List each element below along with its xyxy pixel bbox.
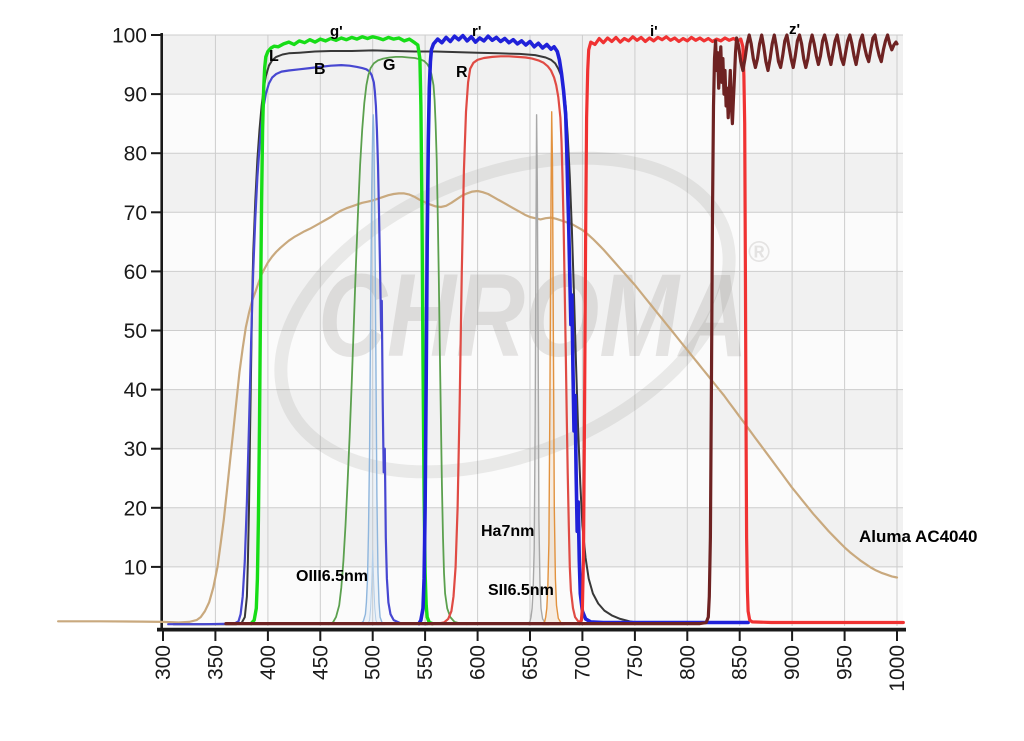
watermark-registered-icon: ® — [748, 236, 770, 269]
annotation-sii: SII6.5nm — [488, 582, 554, 599]
series-sii — [541, 111, 566, 625]
y-tick-label-30: 30 — [124, 438, 147, 461]
plot-band-30 — [163, 448, 903, 508]
y-tick-label-50: 50 — [124, 320, 147, 343]
x-tick-label-350: 350 — [204, 645, 227, 680]
series-B — [167, 63, 429, 626]
x-tick-label-400: 400 — [257, 645, 280, 680]
curve-label-r-prime: r' — [472, 23, 482, 40]
y-tick-label-40: 40 — [124, 379, 147, 402]
curve-label-G: G — [383, 57, 396, 74]
plot-band-80 — [163, 153, 903, 213]
plot-band-90 — [163, 94, 903, 154]
x-tick-label-900: 900 — [781, 645, 804, 680]
curve-label-L: L — [269, 48, 279, 65]
curve-label-z-prime: z' — [789, 21, 801, 38]
series-ha — [527, 114, 550, 625]
y-tick-label-10: 10 — [124, 556, 147, 579]
series-oiii-inner — [367, 549, 379, 626]
curve-label-B: B — [314, 61, 326, 78]
series-R — [430, 55, 590, 626]
series-g-prime — [249, 35, 435, 626]
x-tick-label-750: 750 — [624, 645, 647, 680]
x-tick-label-850: 850 — [729, 645, 752, 680]
y-tick-label-60: 60 — [124, 261, 147, 284]
y-tick-label-70: 70 — [124, 202, 147, 225]
x-tick-label-500: 500 — [362, 645, 385, 680]
plot-band-20 — [163, 507, 903, 567]
series-fill-oiii — [360, 114, 386, 627]
plot-band-40 — [163, 389, 903, 449]
x-tick-label-700: 700 — [571, 645, 594, 680]
plot-band-60 — [163, 271, 903, 331]
series-z-prime — [224, 33, 899, 626]
series-G — [327, 56, 469, 626]
curve-label-i-prime: i' — [650, 23, 658, 40]
y-tick-label-90: 90 — [124, 84, 147, 107]
x-tick-label-550: 550 — [414, 645, 437, 680]
curve-label-R: R — [456, 64, 468, 81]
watermark-swoosh-icon — [274, 151, 736, 479]
y-tick-label-100: 100 — [112, 25, 147, 48]
annotation-aluma: Aluma AC4040 — [859, 527, 978, 546]
plot-band-50 — [163, 330, 903, 390]
x-tick-label-300: 300 — [152, 645, 175, 680]
series-fill-sii — [542, 111, 565, 627]
x-tick-label-950: 950 — [834, 645, 857, 680]
series-i-prime — [577, 35, 905, 626]
y-tick-label-20: 20 — [124, 497, 147, 520]
annotation-oiii: OIII6.5nm — [296, 568, 369, 585]
series-oiii — [359, 114, 386, 625]
series-r-prime — [417, 33, 750, 626]
annotation-ha: Ha7nm — [481, 523, 535, 540]
x-tick-label-800: 800 — [676, 645, 699, 680]
x-tick-label-600: 600 — [467, 645, 490, 680]
y-tick-label-80: 80 — [124, 143, 147, 166]
curve-label-g-prime: g' — [330, 23, 343, 40]
x-tick-label-650: 650 — [519, 645, 542, 680]
watermark-text: CHROMA — [318, 250, 748, 382]
x-tick-label-450: 450 — [309, 645, 332, 680]
x-tick-label-1000: 1000 — [886, 645, 909, 692]
